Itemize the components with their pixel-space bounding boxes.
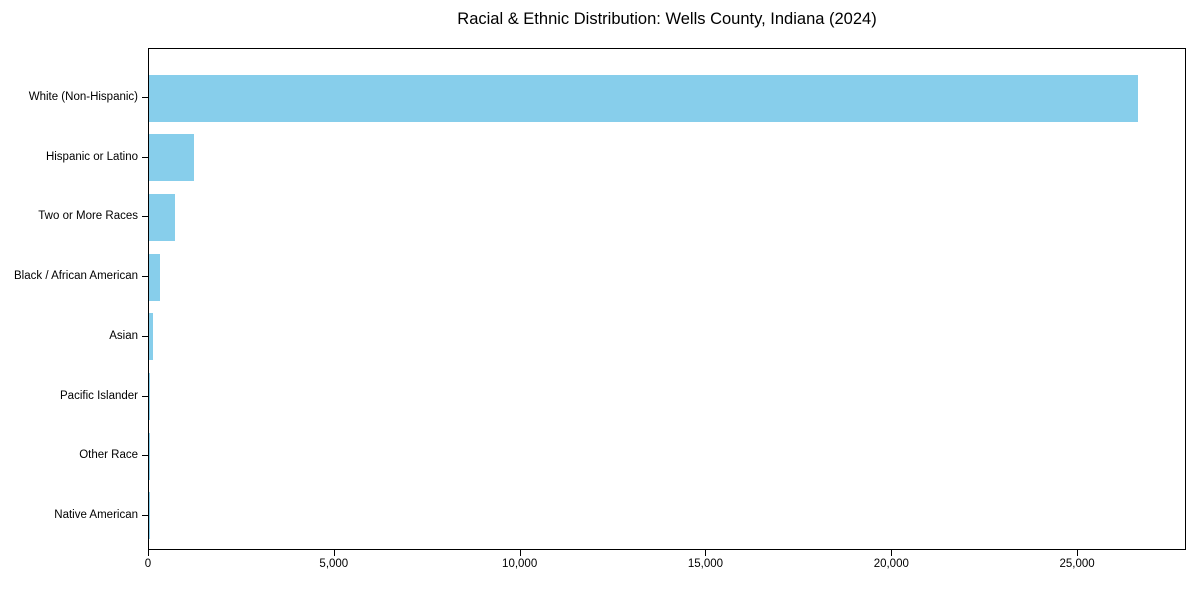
x-axis-tick: [1077, 550, 1079, 556]
x-axis-tick: [519, 550, 521, 556]
y-axis-label: Native American: [54, 508, 138, 521]
y-axis-tick: [142, 276, 148, 278]
bar-two-or-more-races: [149, 193, 175, 241]
y-axis-label: Other Race: [79, 449, 138, 462]
x-axis-tick-label: 15,000: [687, 558, 724, 570]
x-axis-tick-label: 20,000: [873, 558, 909, 570]
bar-asian: [149, 313, 154, 361]
y-axis-tick: [142, 97, 148, 98]
plot-area: [148, 48, 1186, 550]
bar-black-african-american: [149, 253, 160, 301]
y-axis-tick: [142, 156, 148, 158]
chart-title: Racial & Ethnic Distribution: Wells Coun…: [457, 10, 877, 28]
y-axis-label: Hispanic or Latino: [45, 150, 138, 163]
bar-white-non-hispanic: [149, 74, 1138, 122]
x-axis-tick-label: 10,000: [502, 558, 538, 570]
y-axis-label: Asian: [109, 329, 138, 342]
bar-other-race: [149, 432, 150, 480]
y-axis-tick: [142, 455, 148, 457]
x-axis-tick: [705, 550, 707, 556]
bar-native-american: [149, 492, 150, 540]
x-axis-tick-label: 5,000: [319, 558, 349, 570]
x-axis-tick-label: 0: [144, 558, 152, 570]
x-axis-tick: [333, 550, 335, 556]
x-axis-tick: [148, 550, 149, 556]
y-axis-tick: [142, 335, 148, 337]
bar-hispanic-or-latino: [149, 134, 194, 182]
y-axis-label: White (Non-Hispanic): [28, 91, 138, 103]
bar-pacific-islander: [149, 373, 151, 421]
y-axis-label: Black / African American: [14, 270, 138, 283]
x-axis-tick: [891, 550, 893, 556]
y-axis-label: Two or More Races: [38, 210, 138, 223]
y-axis-tick: [142, 216, 148, 218]
y-axis-label: Pacific Islander: [60, 389, 138, 402]
y-axis-tick: [142, 514, 148, 516]
x-axis-tick-label: 25,000: [1059, 558, 1095, 570]
y-axis-tick: [142, 395, 148, 397]
